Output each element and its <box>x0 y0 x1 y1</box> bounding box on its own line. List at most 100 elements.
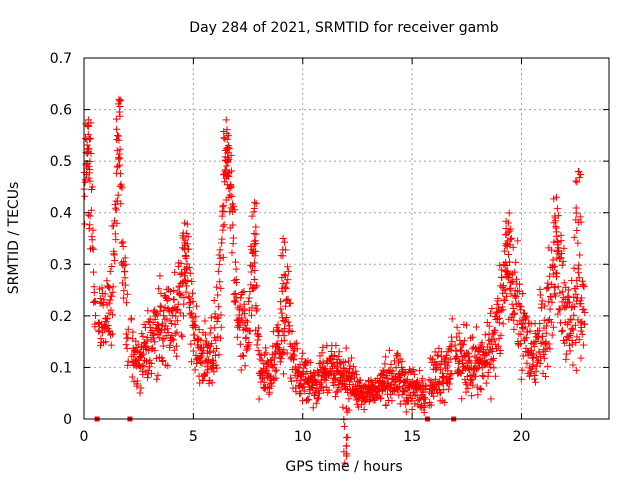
data-point <box>282 246 290 254</box>
data-point <box>510 316 518 324</box>
data-point <box>176 309 184 317</box>
data-point <box>100 296 108 304</box>
data-point <box>105 299 113 307</box>
data-point <box>216 246 224 254</box>
data-point <box>572 216 580 224</box>
data-point <box>103 315 111 323</box>
data-point <box>129 328 137 336</box>
data-point <box>402 400 410 408</box>
data-point <box>462 321 470 329</box>
data-point <box>253 282 261 290</box>
data-point <box>472 323 480 331</box>
data-point <box>548 331 556 339</box>
data-point <box>251 266 259 274</box>
data-point <box>522 315 530 323</box>
data-point <box>352 371 360 379</box>
data-point <box>397 371 405 379</box>
data-point <box>107 341 115 349</box>
data-point <box>562 303 570 311</box>
data-point <box>166 341 174 349</box>
data-point <box>222 116 230 124</box>
data-point <box>453 353 461 361</box>
data-point <box>267 356 275 364</box>
data-point <box>282 313 290 321</box>
data-point <box>411 400 419 408</box>
data-point <box>274 343 282 351</box>
data-point <box>482 379 490 387</box>
data-point <box>260 378 268 386</box>
data-point <box>216 334 224 342</box>
data-point <box>159 356 167 364</box>
data-point <box>277 351 285 359</box>
y-tick-label: 0.1 <box>50 360 72 376</box>
data-point <box>421 395 429 403</box>
data-point <box>89 226 97 234</box>
data-point <box>492 313 500 321</box>
data-point <box>342 442 350 450</box>
data-point <box>301 387 309 395</box>
data-point <box>112 115 120 123</box>
data-point <box>551 214 559 222</box>
data-point <box>197 358 205 366</box>
y-axis-label: SRMTID / TECUs <box>6 182 22 295</box>
data-point <box>279 328 287 336</box>
data-point <box>109 330 117 338</box>
data-point <box>462 388 470 396</box>
data-point <box>551 283 559 291</box>
data-point <box>122 260 130 268</box>
data-point <box>118 239 126 247</box>
data-point <box>298 384 306 392</box>
data-point <box>493 308 501 316</box>
data-point <box>443 351 451 359</box>
data-point <box>566 332 574 340</box>
data-point <box>232 265 240 273</box>
data-point <box>121 281 129 289</box>
data-point <box>83 141 91 149</box>
data-point <box>477 386 485 394</box>
data-point <box>181 219 189 227</box>
data-point <box>466 371 474 379</box>
data-point <box>476 344 484 352</box>
data-point <box>230 202 238 210</box>
data-point <box>395 383 403 391</box>
data-point <box>173 305 181 313</box>
data-point <box>112 206 120 214</box>
data-point <box>120 287 128 295</box>
data-point <box>182 282 190 290</box>
data-point <box>360 405 368 413</box>
data-point <box>549 323 557 331</box>
data-point <box>481 331 489 339</box>
data-point <box>284 267 292 275</box>
data-point <box>114 191 122 199</box>
data-point <box>154 330 162 338</box>
data-point <box>215 351 223 359</box>
x-tick-label: 5 <box>189 429 198 445</box>
data-point <box>403 375 411 383</box>
data-point <box>570 233 578 241</box>
data-point <box>173 328 181 336</box>
data-point <box>278 274 286 282</box>
data-point <box>498 274 506 282</box>
data-point <box>235 323 243 331</box>
data-point <box>229 234 237 242</box>
data-point <box>209 356 217 364</box>
data-point <box>506 241 514 249</box>
data-point <box>204 366 212 374</box>
data-point <box>201 331 209 339</box>
data-point <box>220 178 228 186</box>
data-point <box>274 321 282 329</box>
data-point <box>548 246 556 254</box>
data-point <box>574 239 582 247</box>
data-point <box>229 221 237 229</box>
data-point <box>187 340 195 348</box>
data-point <box>382 401 390 409</box>
data-point <box>420 409 428 417</box>
data-point <box>475 347 483 355</box>
data-point <box>429 384 437 392</box>
data-point <box>155 321 163 329</box>
data-point <box>565 294 573 302</box>
data-point <box>273 340 281 348</box>
data-point <box>331 371 339 379</box>
data-point <box>244 318 252 326</box>
